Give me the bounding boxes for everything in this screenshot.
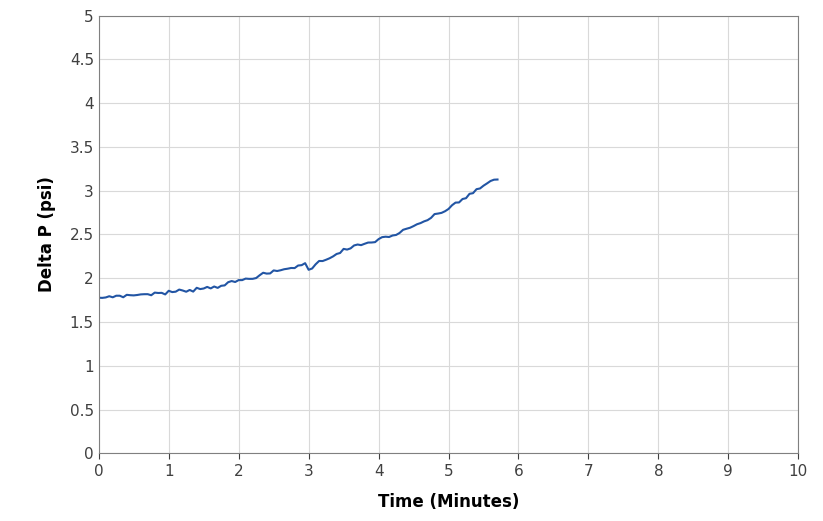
X-axis label: Time (Minutes): Time (Minutes): [378, 492, 519, 511]
Y-axis label: Delta P (psi): Delta P (psi): [38, 177, 56, 292]
